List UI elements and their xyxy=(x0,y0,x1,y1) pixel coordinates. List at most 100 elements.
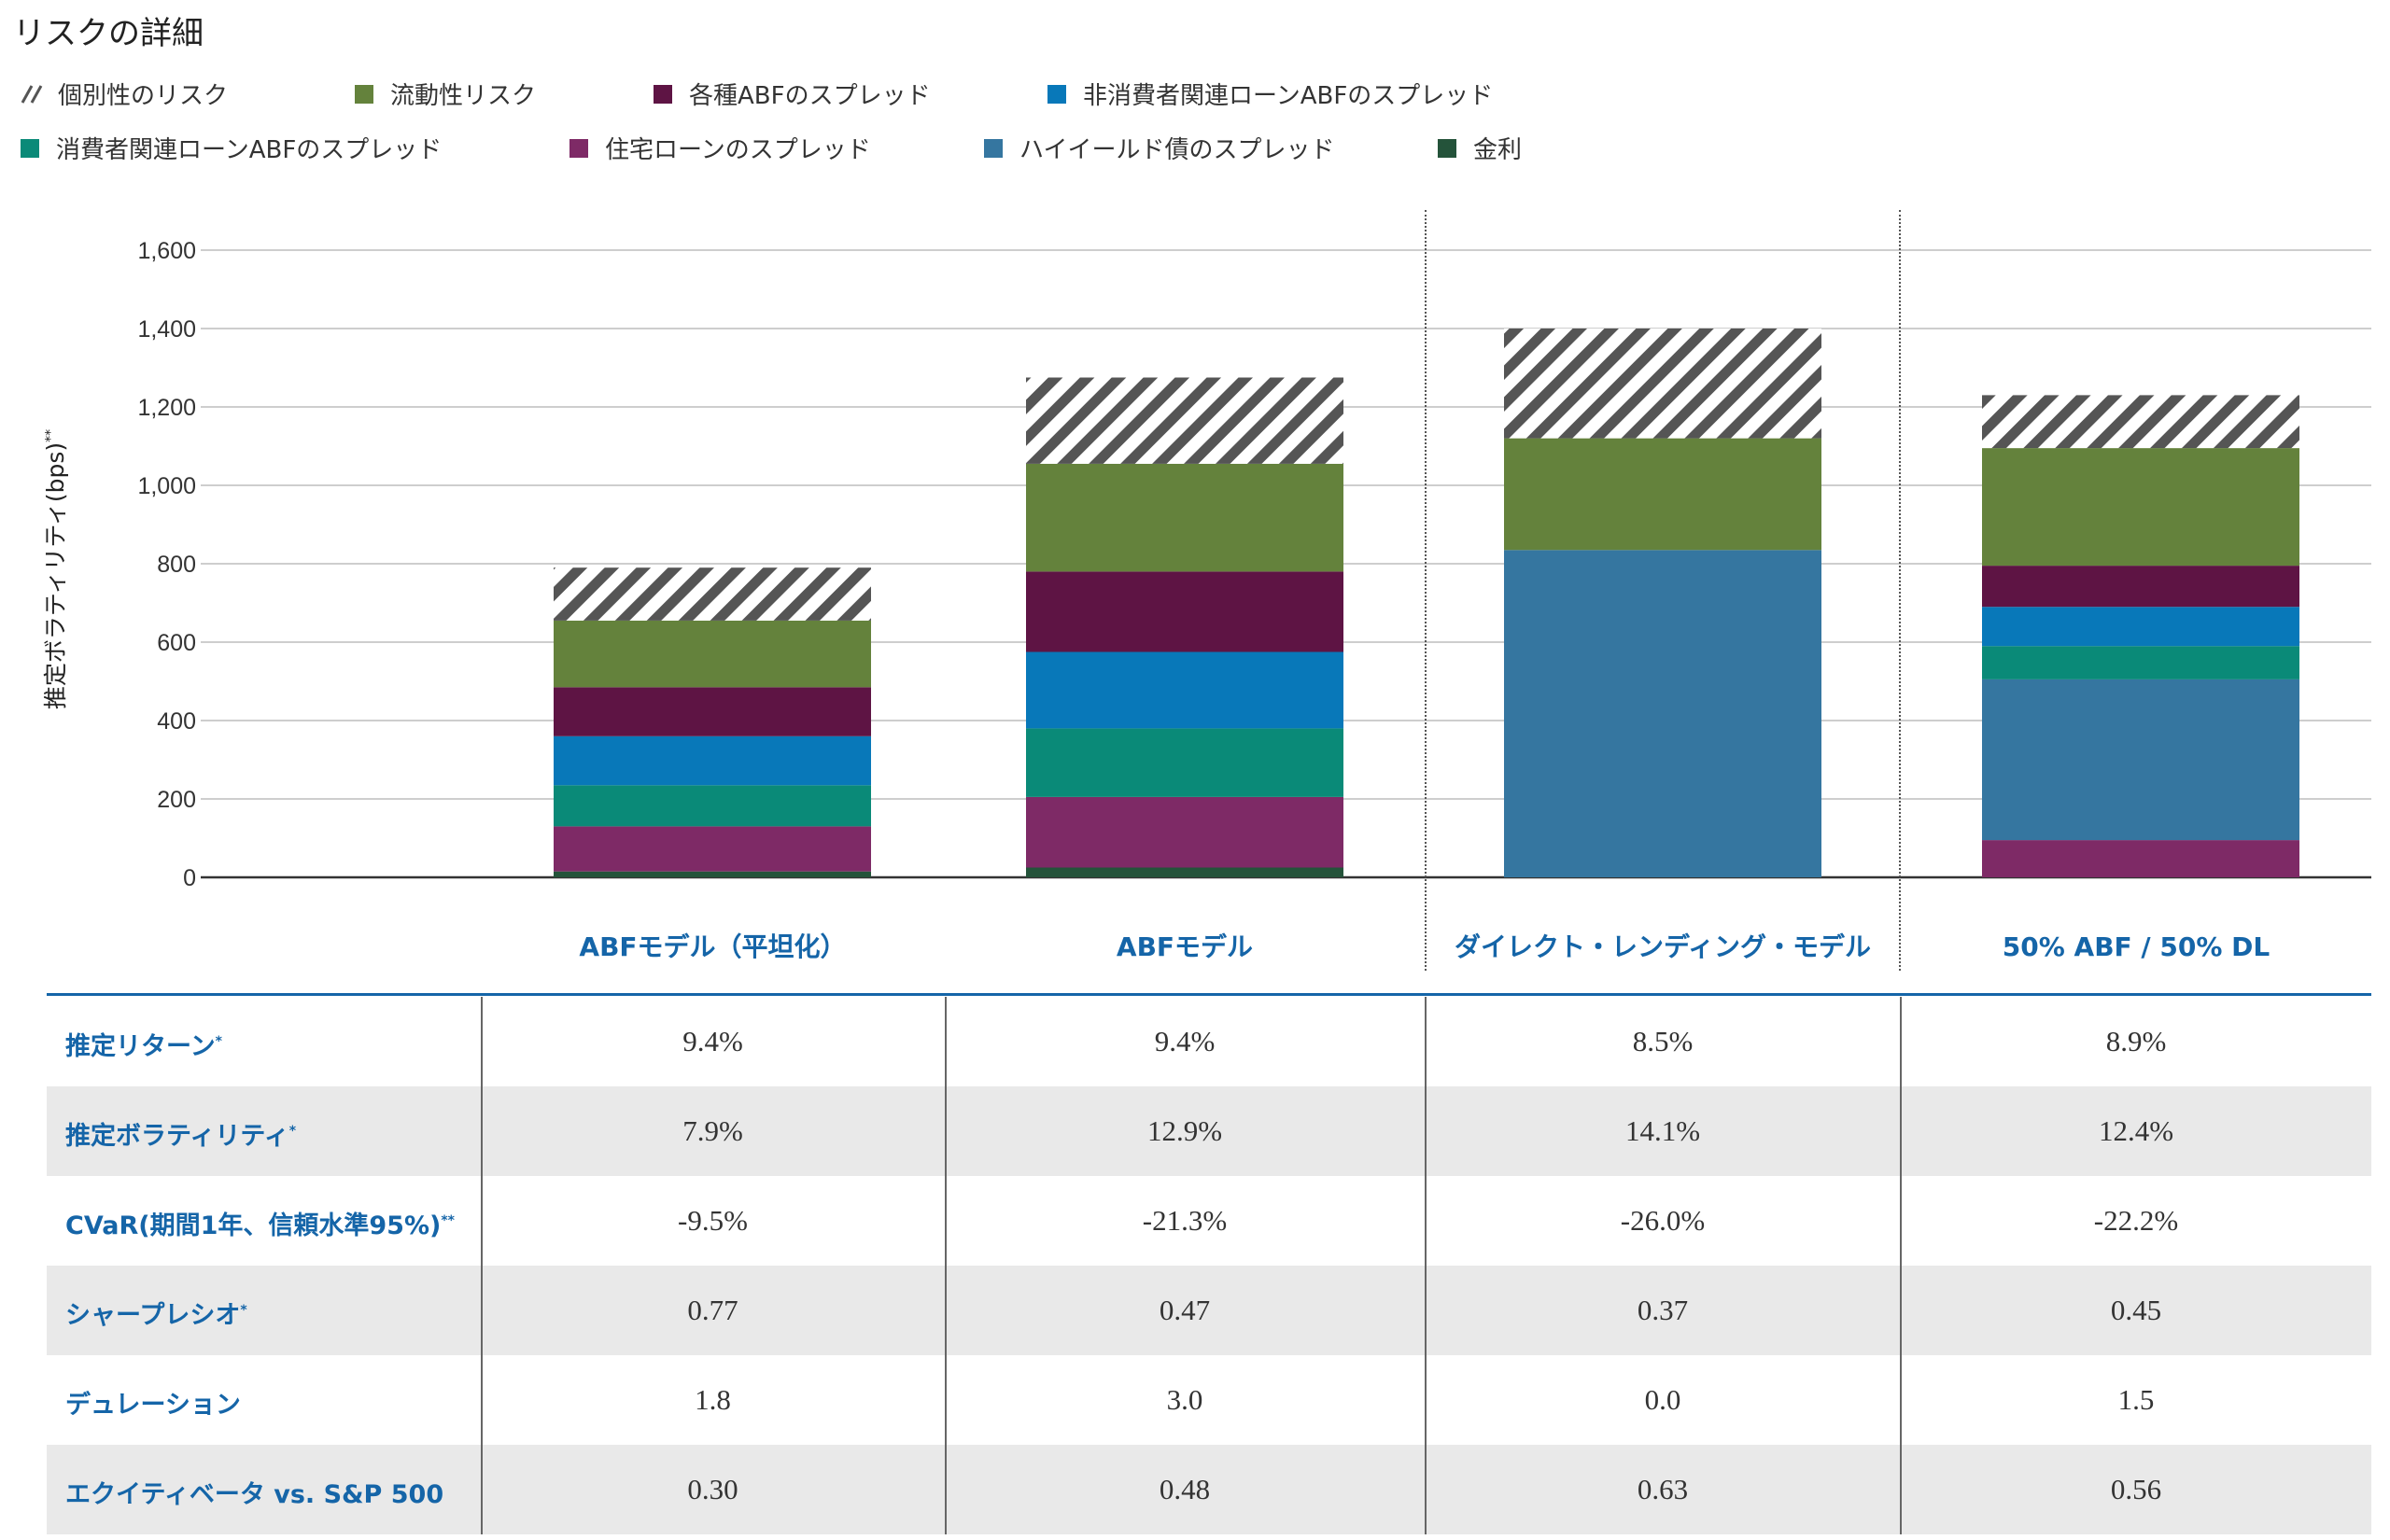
y-tick-label: 1,000 xyxy=(137,473,196,499)
bar-segment xyxy=(554,735,871,786)
legend-label: 住宅ローンのスプレッド xyxy=(605,136,871,164)
table-cell: 1.8 xyxy=(695,1383,731,1416)
table-row: 推定リターン* 9.4% 9.4% 8.5% 8.9% xyxy=(47,997,2371,1086)
table-row: CVaR(期間1年、信頼水準95%)** -9.5% -21.3% -26.0%… xyxy=(47,1176,2371,1266)
table-column-rule xyxy=(1425,997,1427,1534)
legend-hatch-swatch xyxy=(21,84,43,104)
column-header: ダイレクト・レンディング・モデル xyxy=(1454,931,1872,962)
legend-swatch xyxy=(569,138,588,158)
table-cell: 7.9% xyxy=(682,1114,743,1147)
table-cell: 8.9% xyxy=(2105,1025,2167,1057)
bar-segment xyxy=(554,826,871,872)
table-cell: 0.45 xyxy=(2110,1294,2162,1326)
bar-segment xyxy=(1026,728,1343,797)
y-tick-label: 400 xyxy=(157,708,196,735)
table-cell: -9.5% xyxy=(678,1204,748,1237)
row-label: 推定リターン* xyxy=(65,1032,222,1061)
legend-label: 消費者関連ローンABFのスプレッド xyxy=(56,136,443,164)
table-cell: 0.47 xyxy=(1159,1294,1211,1326)
table-cell: 0.0 xyxy=(1644,1383,1681,1416)
y-axis-label-text: 推定ボラティリティ(bps) xyxy=(42,441,69,710)
y-tick-label: 1,600 xyxy=(137,238,196,264)
legend-label: 金利 xyxy=(1473,136,1523,164)
table-cell: 0.63 xyxy=(1637,1473,1689,1505)
y-axis-label-mark: ** xyxy=(43,428,59,442)
legend-label: 各種ABFのスプレッド xyxy=(689,82,931,110)
table-column-rule xyxy=(1900,997,1902,1534)
y-tick-label: 200 xyxy=(157,787,196,813)
legend-item-consumer-spread: 消費者関連ローンABFのスプレッド xyxy=(21,131,442,165)
table-top-rule xyxy=(47,993,2371,996)
table-cell: -22.2% xyxy=(2093,1204,2179,1237)
bar-segment xyxy=(1504,329,1821,439)
legend-label: 流動性リスク xyxy=(390,82,537,110)
table-cell: 14.1% xyxy=(1624,1114,1701,1147)
bar-segment xyxy=(554,687,871,736)
legend-swatch xyxy=(1438,138,1456,158)
bar-segment xyxy=(554,785,871,827)
legend-item-nonconsumer-spread: 非消費者関連ローンABFのスプレッド xyxy=(1047,77,1493,111)
table-column-rule xyxy=(945,997,947,1534)
legend-item-mortgage-spread: 住宅ローンのスプレッド xyxy=(569,131,871,165)
table-cell: 9.4% xyxy=(682,1025,743,1057)
column-header: 50% ABF / 50% DL xyxy=(2002,931,2270,962)
bar-segment xyxy=(1026,571,1343,652)
bar-segment xyxy=(554,567,871,621)
y-axis-label: 推定ボラティリティ(bps)** xyxy=(37,429,71,709)
table-cell: 0.30 xyxy=(687,1473,738,1505)
legend-label: 非消費者関連ローンABFのスプレッド xyxy=(1083,82,1494,110)
legend-item-idiosyncratic: 個別性のリスク xyxy=(21,77,228,111)
column-header: ABFモデル（平坦化） xyxy=(579,931,847,962)
chart-title: リスクの詳細 xyxy=(13,15,204,52)
legend-label: ハイイールド債のスプレッド xyxy=(1019,136,1335,164)
bar-segment xyxy=(1504,550,1821,877)
table-cell: 12.9% xyxy=(1146,1114,1223,1147)
column-header: ABFモデル xyxy=(1116,931,1254,962)
row-label: エクイティベータ vs. S&P 500 xyxy=(65,1480,444,1509)
table-cell: 3.0 xyxy=(1166,1383,1203,1416)
table-cell: 0.37 xyxy=(1637,1294,1689,1326)
table-row: デュレーション 1.8 3.0 0.0 1.5 xyxy=(47,1355,2371,1445)
bar-chart: 0 200 400 600 800 1,000 1,200 1,400 1,600 xyxy=(137,238,2371,891)
bar-segment xyxy=(1026,651,1343,729)
legend-swatch xyxy=(355,84,373,104)
legend: 個別性のリスク 流動性リスク 各種ABFのスプレッド 非消費者関連ローンABFの… xyxy=(21,77,2355,170)
bar-segment xyxy=(1982,679,2299,841)
y-tick-label: 800 xyxy=(157,552,196,578)
y-tick-label: 0 xyxy=(183,865,196,891)
table-cell: -21.3% xyxy=(1142,1204,1228,1237)
bar-segment xyxy=(1504,438,1821,551)
legend-item-hy-spread: ハイイールド債のスプレッド xyxy=(984,131,1334,165)
table-row: 推定ボラティリティ* 7.9% 12.9% 14.1% 12.4% xyxy=(47,1086,2371,1176)
legend-swatch xyxy=(1047,84,1066,104)
dotted-separator xyxy=(1425,210,1427,971)
legend-swatch xyxy=(654,84,672,104)
bar-segment xyxy=(1026,463,1343,572)
table-cell: 1.5 xyxy=(2117,1383,2155,1416)
dotted-separator xyxy=(1899,210,1901,971)
row-label: シャープレシオ* xyxy=(65,1301,247,1330)
table-cell: 0.48 xyxy=(1159,1473,1211,1505)
bar-segment xyxy=(1026,867,1343,877)
bar-segment xyxy=(1982,395,2299,449)
table-cell: 0.77 xyxy=(687,1294,738,1326)
bar-segment xyxy=(1982,607,2299,647)
y-tick-label: 1,400 xyxy=(137,316,196,343)
table-cell: -26.0% xyxy=(1620,1204,1706,1237)
row-label: 推定ボラティリティ* xyxy=(65,1122,297,1151)
row-label: CVaR(期間1年、信頼水準95%)** xyxy=(65,1211,455,1240)
table-row: シャープレシオ* 0.77 0.47 0.37 0.45 xyxy=(47,1266,2371,1355)
bar-segment xyxy=(1982,646,2299,679)
legend-swatch xyxy=(984,138,1003,158)
bar-segment xyxy=(1982,840,2299,877)
bar-segment xyxy=(1026,796,1343,868)
table-cell: 0.56 xyxy=(2110,1473,2162,1505)
bar-segment xyxy=(1982,448,2299,567)
legend-item-rates: 金利 xyxy=(1438,131,1522,165)
bar-segment xyxy=(1982,566,2299,608)
row-label: デュレーション xyxy=(65,1391,241,1420)
table-row: エクイティベータ vs. S&P 500 0.30 0.48 0.63 0.56 xyxy=(47,1445,2371,1534)
table-column-rule xyxy=(481,997,483,1534)
y-tick-label: 600 xyxy=(157,630,196,656)
bar-segment xyxy=(554,871,871,877)
